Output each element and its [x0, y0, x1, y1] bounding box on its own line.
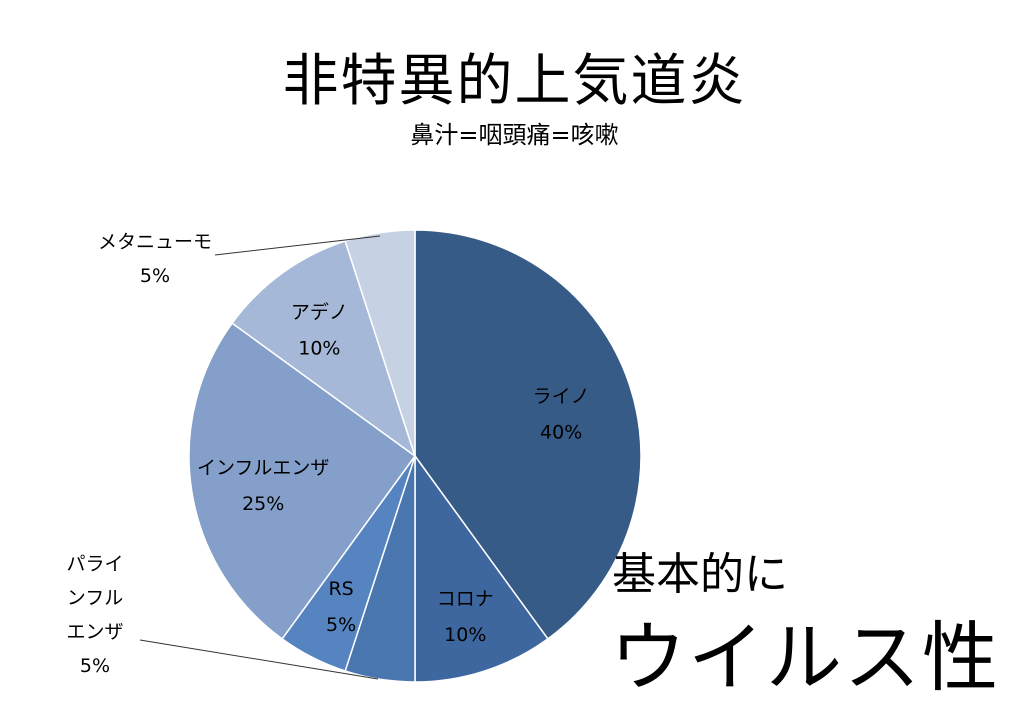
slice-value-label: 5%	[140, 265, 170, 287]
pie-slice	[188, 322, 417, 640]
callout-text-line1: 基本的に	[612, 549, 788, 600]
slice-label: エンザ	[66, 621, 123, 643]
leader-line	[139, 639, 379, 680]
page-subtitle: 鼻汁=咽頭痛=咳嗽	[410, 121, 619, 149]
slice-label: RS	[328, 578, 353, 600]
pie-slice	[231, 240, 417, 458]
leader-line	[214, 235, 381, 256]
pie-slice	[344, 229, 416, 457]
slice-label: ンフル	[67, 587, 123, 609]
slice-label: インフルエンザ	[197, 457, 329, 479]
pie-slice	[414, 229, 642, 640]
callout-text-line2: ウイルス性	[610, 613, 1000, 702]
slice-label: ライノ	[533, 386, 590, 408]
pie-slice	[414, 453, 549, 683]
slice-label: コロナ	[437, 588, 494, 610]
slice-value-label: 10%	[444, 624, 486, 646]
page-title: 非特異的上気道炎	[282, 49, 747, 114]
slice-label: メタニューモ	[98, 231, 212, 253]
slice-label: パライ	[66, 553, 123, 575]
slice-value-label: 5%	[326, 614, 356, 636]
slice-value-label: 40%	[540, 422, 582, 444]
slice-value-label: 5%	[80, 655, 110, 677]
slice-value-label: 25%	[242, 493, 284, 515]
slice-label: アデノ	[291, 301, 348, 323]
slice-value-label: 10%	[298, 337, 340, 359]
